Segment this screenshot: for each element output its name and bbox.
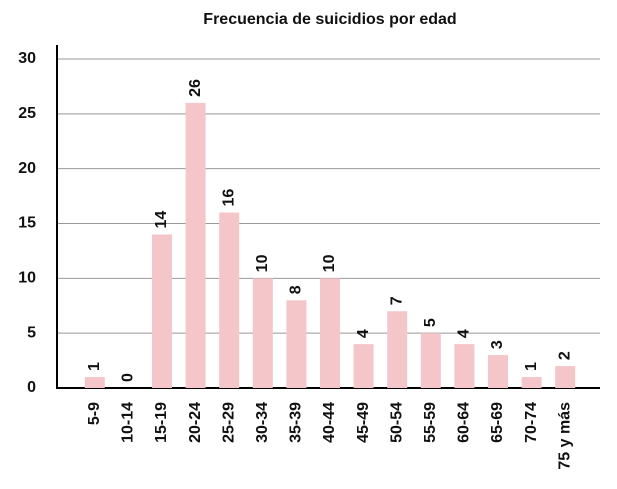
x-tick-label: 30-34	[254, 402, 271, 443]
value-label: 1	[86, 362, 103, 371]
x-tick-label: 65-69	[489, 402, 506, 443]
bar	[320, 278, 340, 388]
value-label: 0	[120, 373, 137, 382]
value-label: 26	[187, 79, 204, 97]
value-label: 5	[422, 318, 439, 327]
bar	[521, 377, 542, 388]
x-tick-label: 15-19	[153, 402, 170, 443]
bar	[219, 212, 240, 388]
value-label: 2	[556, 351, 573, 360]
y-tick-label: 25	[18, 105, 36, 122]
bar	[387, 311, 408, 388]
value-label: 4	[456, 329, 473, 338]
x-tick-label: 55-59	[422, 402, 439, 443]
bar	[252, 278, 273, 388]
x-tick-label: 35-39	[288, 402, 305, 443]
bar	[286, 300, 307, 388]
x-tick-label: 5-9	[86, 402, 103, 425]
value-label: 16	[220, 189, 237, 207]
value-label: 7	[388, 296, 405, 305]
y-tick-label: 0	[27, 379, 36, 396]
bar	[488, 355, 508, 388]
x-tick-label: 45-49	[355, 402, 372, 443]
x-tick-label: 70-74	[523, 402, 540, 443]
bar	[353, 344, 374, 388]
value-label: 10	[254, 254, 271, 272]
value-label: 14	[153, 211, 170, 229]
x-tick-label: 60-64	[456, 402, 473, 443]
x-tick-label: 75 y más	[556, 402, 573, 470]
bar	[152, 234, 172, 388]
chart-title: Frecuencia de suicidios por edad	[203, 11, 456, 28]
x-tick-label: 10-14	[120, 402, 137, 443]
y-tick-label: 5	[27, 324, 36, 341]
bar	[454, 344, 475, 388]
x-tick-label: 50-54	[388, 402, 405, 443]
y-tick-label: 20	[18, 160, 36, 177]
value-label: 4	[355, 329, 372, 338]
y-tick-label: 10	[18, 270, 36, 287]
x-tick-label: 20-24	[187, 402, 204, 443]
bar	[420, 333, 441, 388]
x-tick-label: 25-29	[220, 402, 237, 443]
value-label: 1	[523, 362, 540, 371]
value-label: 10	[321, 254, 338, 272]
value-label: 3	[489, 340, 506, 349]
bar	[555, 366, 576, 388]
bar	[185, 102, 206, 388]
y-tick-label: 30	[18, 50, 36, 67]
x-tick-label: 40-44	[321, 402, 338, 443]
bar	[84, 377, 105, 388]
y-tick-label: 15	[18, 215, 36, 232]
value-label: 8	[288, 285, 305, 294]
